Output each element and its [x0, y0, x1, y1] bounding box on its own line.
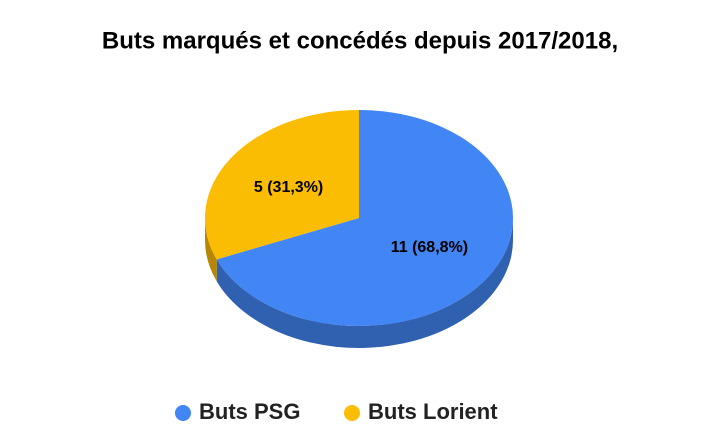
- legend-label: Buts PSG: [199, 399, 300, 424]
- slice-side: [205, 218, 217, 282]
- legend-marker: [175, 405, 191, 421]
- legend-marker: [344, 405, 360, 421]
- legend-label: Buts Lorient: [368, 399, 498, 424]
- slice: [205, 110, 359, 260]
- chart-title: Buts marqués et concédés depuis 2017/201…: [102, 27, 618, 54]
- data-label: 5 (31,3%): [254, 179, 323, 196]
- slice-side: [216, 218, 514, 349]
- data-label: 11 (68,8%): [391, 239, 468, 256]
- slice: [216, 110, 514, 326]
